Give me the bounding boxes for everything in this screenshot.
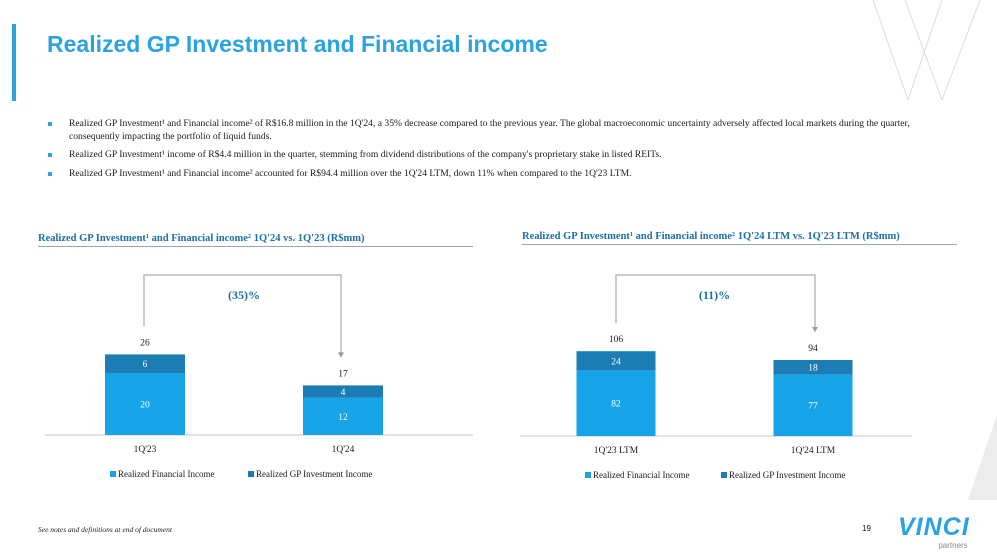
legend-entry: Realized Financial Income [593, 470, 689, 480]
legend-entry: Realized GP Investment Income [256, 469, 372, 479]
bar-segment [773, 374, 853, 436]
total-label: 106 [609, 335, 624, 345]
bar-segment [773, 360, 853, 375]
bar-segment [576, 351, 656, 371]
total-label: 17 [338, 369, 348, 379]
page-title: Realized GP Investment and Financial inc… [47, 31, 548, 57]
change-arrow [812, 327, 818, 332]
data-label: 6 [143, 360, 148, 370]
ltm-stacked-bar-chart: 82 24 106 1Q'23 LTM 77 18 94 1Q'24 LTM (11)% Real… [520, 274, 912, 480]
data-label: 24 [611, 357, 621, 367]
legend-swatch [585, 472, 591, 478]
logo-text: VINCI [898, 513, 970, 541]
x-tick-label: 1Q'24 [332, 445, 355, 455]
title-accent-bar [12, 24, 16, 101]
legend-swatch [248, 471, 254, 477]
bullet-item: Realized GP Investment¹ and Financial in… [48, 168, 928, 181]
change-label: (35)% [228, 288, 260, 302]
vinci-partners-logo: VINCI partners [898, 513, 970, 550]
x-tick-label: 1Q'23 [134, 445, 157, 455]
change-bracket [615, 274, 816, 332]
bar-segment [105, 373, 185, 435]
legend-swatch [110, 471, 116, 477]
legend-swatch [721, 472, 727, 478]
total-label: 94 [808, 344, 818, 354]
bullet-item: Realized GP Investment¹ and Financial in… [48, 118, 928, 143]
data-label: 82 [611, 400, 621, 410]
page-number: 19 [862, 524, 871, 533]
legend-entry: Realized Financial Income [118, 469, 214, 479]
bar-segment [303, 385, 383, 398]
change-arrow [338, 352, 344, 358]
footnote: See notes and definitions at end of docu… [38, 525, 172, 534]
bullet-item: Realized GP Investment¹ income of R$4.4 … [48, 149, 928, 162]
change-label: (11)% [699, 288, 730, 302]
quarterly-stacked-bar-chart: 20 6 26 1Q'23 12 4 17 1Q'24 (35)% Realized Financ… [45, 274, 473, 479]
chart-title-quarterly: Realized GP Investment¹ and Financial in… [38, 233, 473, 247]
data-label: 12 [338, 413, 348, 423]
bullet-list: Realized GP Investment¹ and Financial in… [48, 118, 928, 186]
data-label: 77 [808, 402, 818, 412]
bar-segment [576, 370, 656, 436]
bar-segment [105, 354, 185, 373]
x-tick-label: 1Q'24 LTM [791, 446, 836, 456]
chart-title-ltm: Realized GP Investment¹ and Financial in… [522, 231, 957, 245]
x-tick-label: 1Q'23 LTM [594, 446, 639, 456]
data-label: 18 [808, 364, 818, 374]
data-label: 4 [341, 388, 346, 398]
logo-subtext: partners [938, 541, 968, 550]
bar-segment [303, 397, 383, 435]
total-label: 26 [140, 338, 150, 348]
change-bracket [143, 274, 342, 358]
data-label: 20 [140, 401, 150, 411]
legend-entry: Realized GP Investment Income [729, 470, 845, 480]
